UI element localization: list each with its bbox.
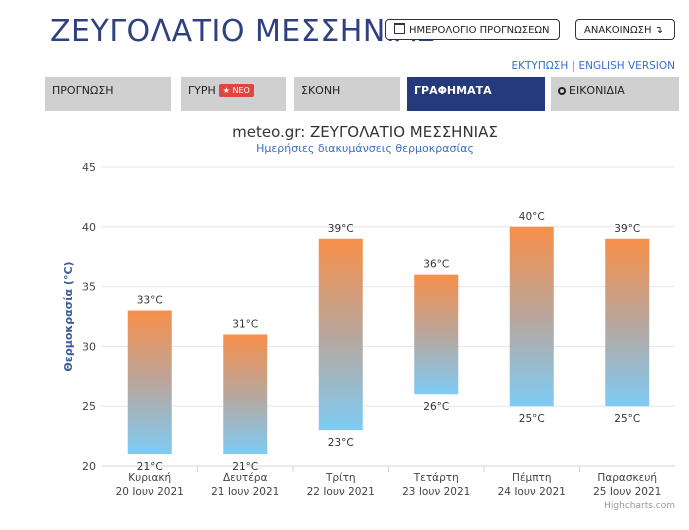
y-tick-label: 25: [82, 400, 96, 413]
links-separator: |: [571, 60, 576, 72]
high-data-label: 39°C: [328, 223, 354, 235]
range-bar: [414, 274, 459, 395]
tab-icons-label: ΕΙΚΟΝΙΔΙΑ: [569, 84, 625, 97]
high-data-label: 36°C: [423, 259, 449, 271]
tab-forecast-label: ΠΡΟΓΝΩΣΗ: [52, 84, 114, 97]
top-links: ΕΚΤΥΠΩΣΗ | ENGLISH VERSION: [512, 60, 676, 72]
range-bar: [127, 310, 172, 455]
announcement-button-label: ΑΝΑΚΟΙΝΩΣΗ ↴: [584, 25, 664, 36]
range-bar: [318, 238, 363, 431]
tab-icons[interactable]: ΕΙΚΟΝΙΔΙΑ: [551, 77, 679, 111]
high-data-label: 31°C: [232, 318, 258, 330]
y-tick-label: 40: [82, 221, 96, 234]
low-data-label: 25°C: [519, 413, 545, 425]
y-tick-label: 30: [82, 340, 96, 353]
x-tick-label-date: 21 Ιουν 2021: [211, 486, 279, 498]
low-data-label: 25°C: [614, 413, 640, 425]
print-link[interactable]: ΕΚΤΥΠΩΣΗ: [511, 60, 569, 72]
tab-pollen[interactable]: ΓΥΡΗ ★ ΝΕΟ: [181, 77, 286, 111]
x-tick-label-day: Πέμπτη: [512, 472, 552, 484]
announcement-button[interactable]: ΑΝΑΚΟΙΝΩΣΗ ↴: [575, 19, 675, 40]
x-tick-label-day: Δευτέρα: [223, 472, 268, 484]
range-bar: [223, 334, 268, 455]
gear-icon: [558, 87, 566, 95]
tab-dust-label: ΣΚΟΝΗ: [301, 84, 341, 97]
low-data-label: 21°C: [137, 461, 163, 473]
high-data-label: 40°C: [519, 211, 545, 223]
y-tick-label: 20: [82, 460, 96, 473]
y-tick-label: 45: [82, 161, 96, 174]
x-tick-label-day: Τετάρτη: [413, 472, 459, 484]
range-bar: [509, 226, 554, 407]
calendar-button-label: ΗΜΕΡΟΛΟΓΙΟ ΠΡΟΓΝΩΣΕΩΝ: [409, 25, 550, 36]
new-badge: ★ ΝΕΟ: [218, 84, 254, 97]
y-tick-label: 35: [82, 281, 96, 294]
x-tick-label-date: 22 Ιουν 2021: [307, 486, 375, 498]
low-data-label: 23°C: [328, 437, 354, 449]
calendar-icon: [394, 23, 405, 34]
chart-title: meteo.gr: ΖΕΥΓΟΛΑΤΙΟ ΜΕΣΣΗΝΙΑΣ: [232, 123, 498, 141]
tab-forecast[interactable]: ΠΡΟΓΝΩΣΗ: [45, 77, 171, 111]
low-data-label: 21°C: [232, 461, 258, 473]
y-axis-title: Θερμοκρασία (°C): [62, 261, 75, 371]
low-data-label: 26°C: [423, 401, 449, 413]
high-data-label: 39°C: [614, 223, 640, 235]
english-version-link[interactable]: ENGLISH VERSION: [578, 60, 675, 72]
page-title: ΖΕΥΓΟΛΑΤΙΟ ΜΕΣΣΗΝΙΑΣ: [50, 14, 436, 49]
temperature-chart: meteo.gr: ΖΕΥΓΟΛΑΤΙΟ ΜΕΣΣΗΝΙΑΣΗμερήσιες …: [62, 123, 675, 511]
x-tick-label-day: Κυριακή: [128, 472, 171, 484]
x-tick-label-day: Παρασκευή: [597, 472, 657, 484]
tab-dust[interactable]: ΣΚΟΝΗ: [294, 77, 400, 111]
x-tick-label-date: 20 Ιουν 2021: [116, 486, 184, 498]
tab-charts[interactable]: ΓΡΑΦΗΜΑΤΑ: [407, 77, 545, 111]
high-data-label: 33°C: [137, 295, 163, 307]
x-tick-label-date: 23 Ιουν 2021: [402, 486, 470, 498]
x-tick-label-day: Τρίτη: [325, 472, 356, 484]
tab-pollen-label: ΓΥΡΗ: [188, 84, 216, 97]
chart-credits: Highcharts.com: [604, 501, 675, 511]
range-bar: [605, 238, 650, 407]
chart-subtitle: Ημερήσιες διακυμάνσεις θερμοκρασίας: [256, 142, 474, 155]
tab-charts-label: ΓΡΑΦΗΜΑΤΑ: [414, 84, 492, 97]
x-tick-label-date: 24 Ιουν 2021: [498, 486, 566, 498]
calendar-button[interactable]: ΗΜΕΡΟΛΟΓΙΟ ΠΡΟΓΝΩΣΕΩΝ: [385, 19, 560, 40]
x-tick-label-date: 25 Ιουν 2021: [593, 486, 661, 498]
